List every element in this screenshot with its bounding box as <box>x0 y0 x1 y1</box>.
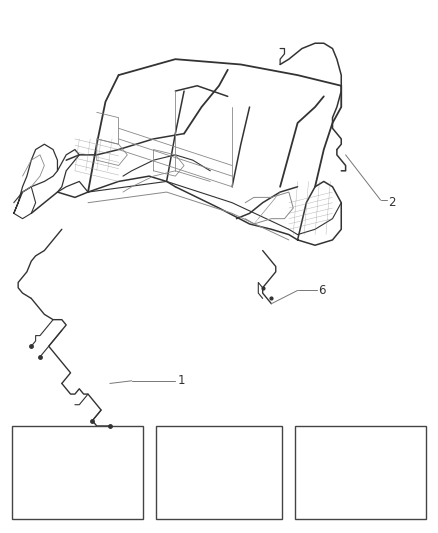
Bar <box>155 426 283 519</box>
Text: 5: 5 <box>327 503 334 515</box>
Text: 6: 6 <box>318 284 325 297</box>
Text: 3: 3 <box>36 503 44 515</box>
Bar <box>295 426 426 519</box>
Text: 1: 1 <box>178 374 186 387</box>
Bar <box>12 426 143 519</box>
Text: 4: 4 <box>183 503 190 515</box>
Text: 2: 2 <box>388 196 395 209</box>
